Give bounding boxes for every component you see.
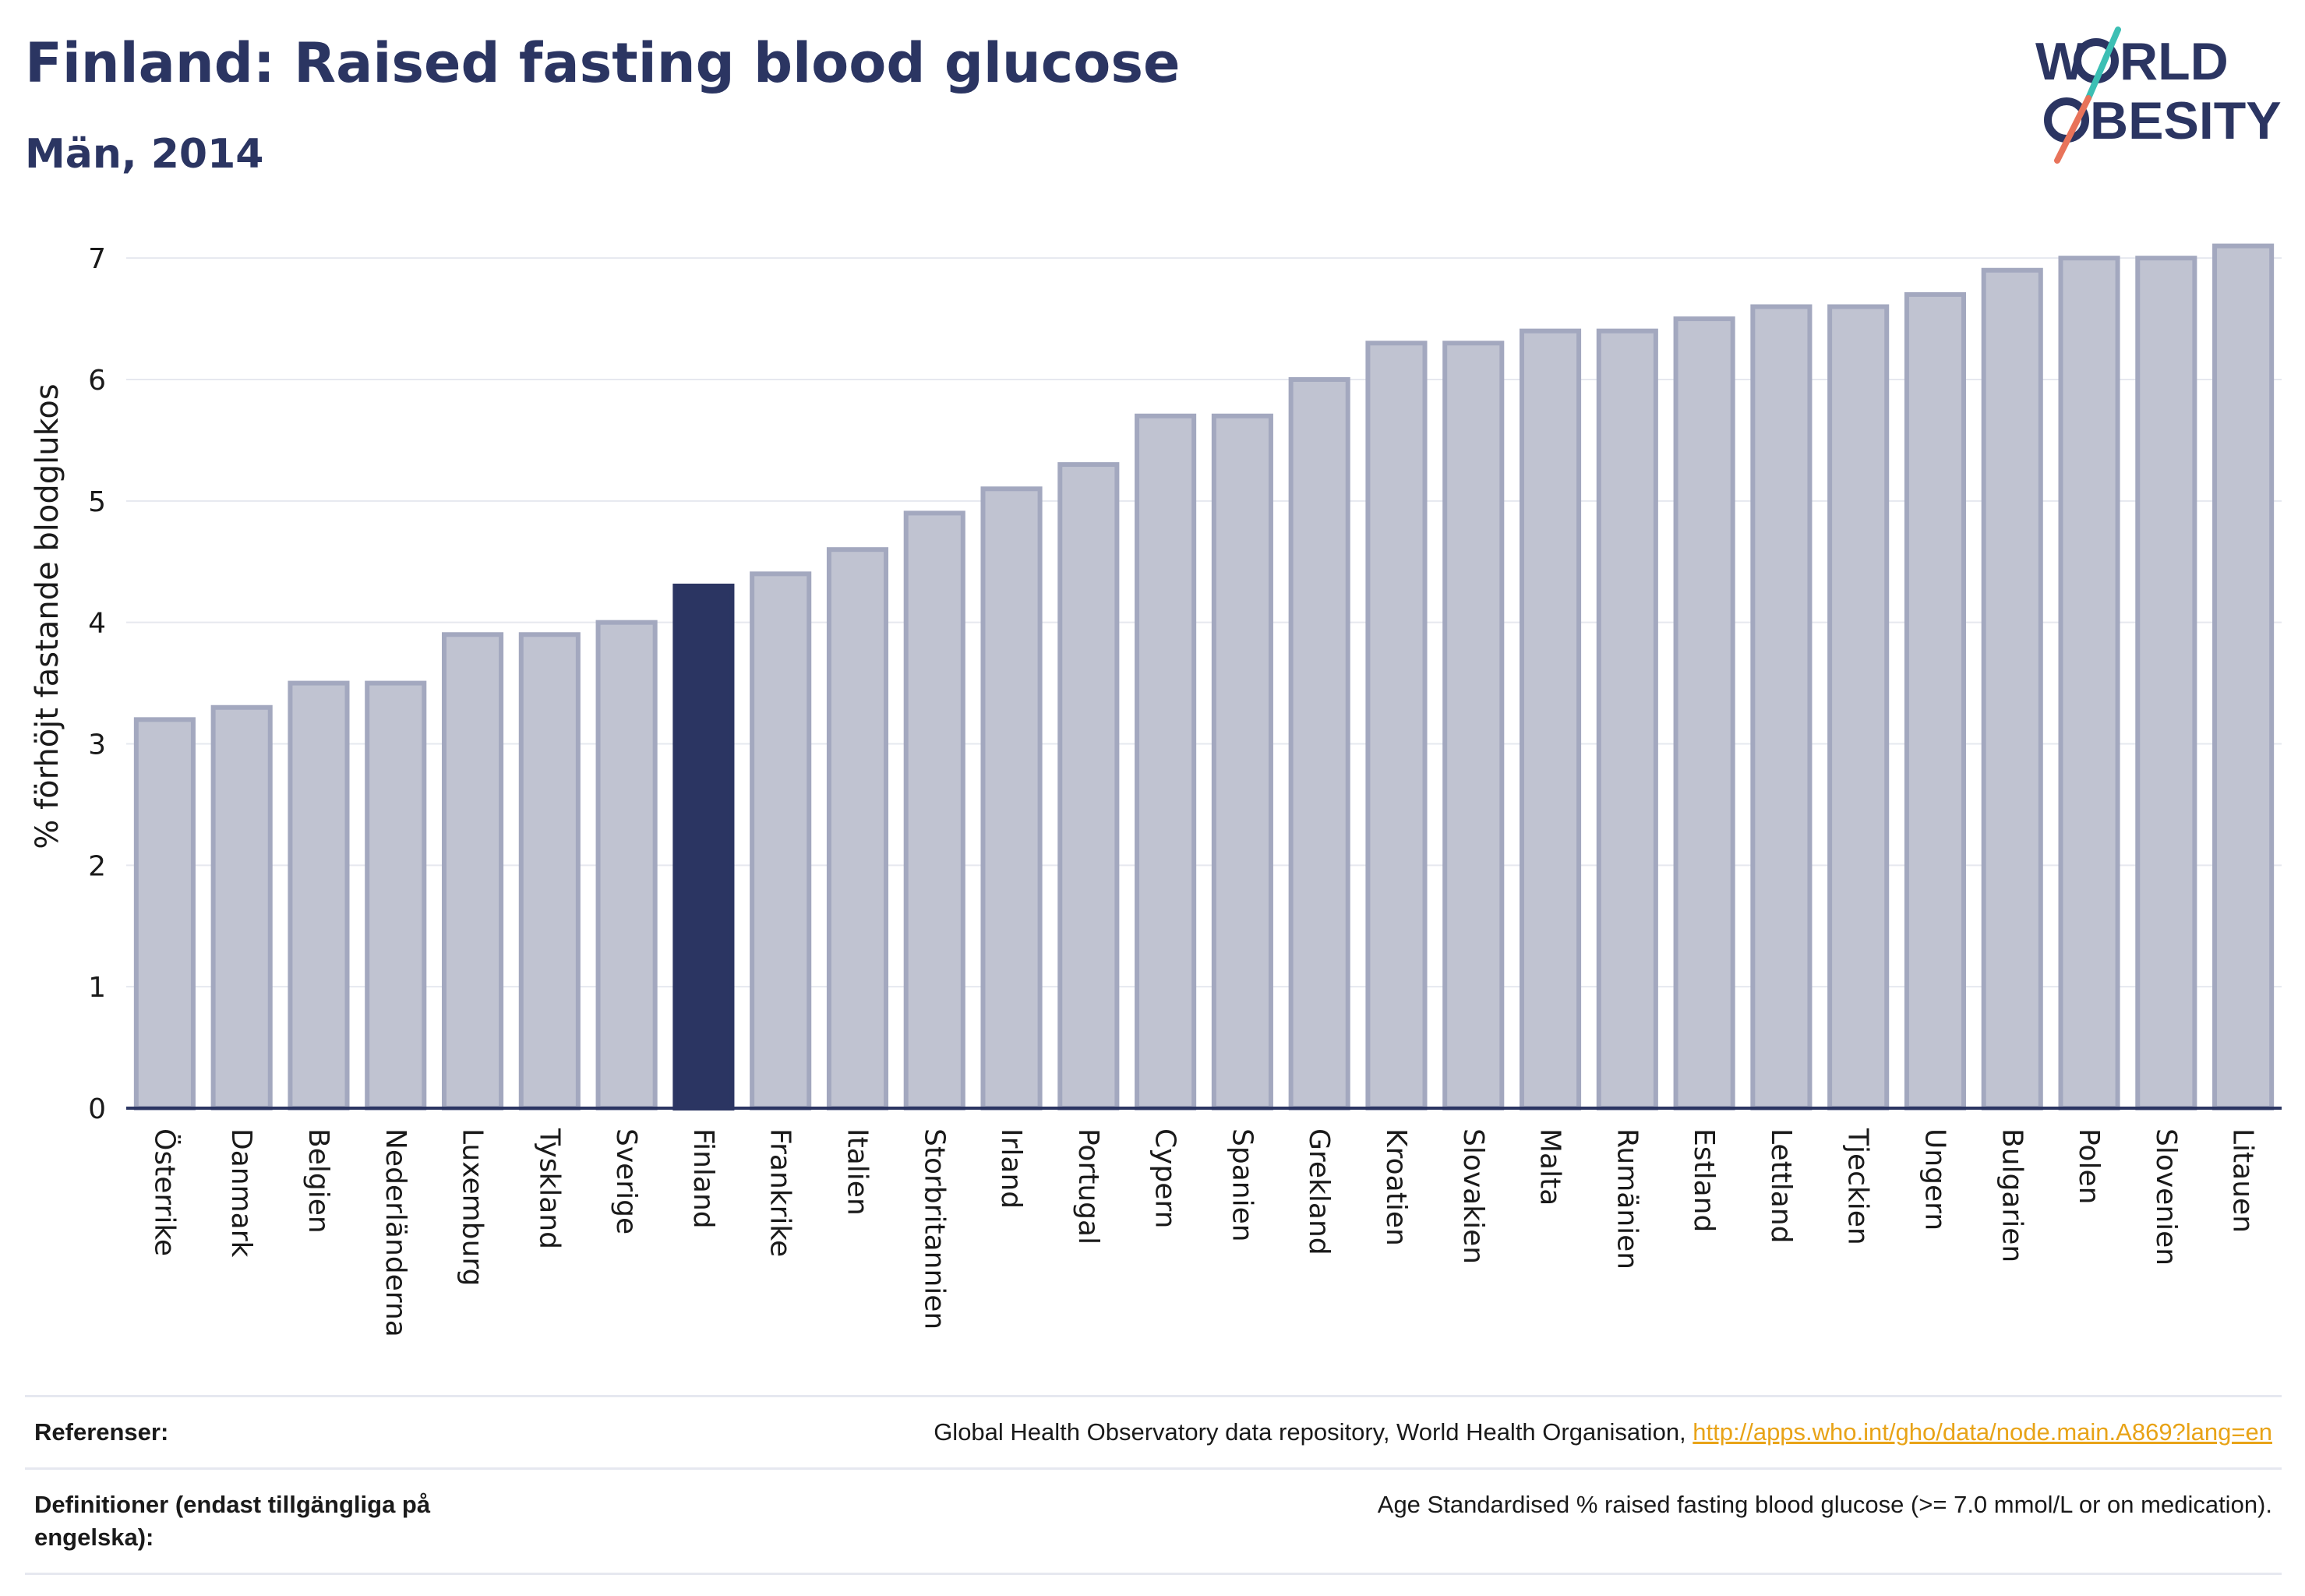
x-tick-label: Luxemburg: [457, 1128, 489, 1286]
bar: [2212, 243, 2275, 1110]
logo-text-besity: BESITY: [2090, 91, 2282, 150]
x-tick-label: Cypern: [1149, 1128, 1181, 1228]
y-tick-label: 1: [88, 972, 106, 1004]
bar: [441, 632, 504, 1110]
x-tick-label: Nederländerna: [379, 1128, 411, 1337]
x-tick-label: Sverige: [610, 1128, 642, 1234]
bar: [1827, 304, 1890, 1110]
y-axis-label: % förhöjt fastande blodglukos: [30, 383, 65, 849]
x-tick-label: Slovenien: [2150, 1128, 2182, 1266]
bar: [2135, 256, 2197, 1111]
bar: [980, 486, 1043, 1110]
references-text: Global Health Observatory data repositor…: [934, 1418, 1693, 1446]
references-row: Referenser: Global Health Observatory da…: [25, 1395, 2282, 1467]
x-tick-label: Danmark: [225, 1128, 257, 1258]
y-tick-label: 7: [88, 243, 106, 275]
x-tick-label: Kroatien: [1380, 1128, 1412, 1246]
x-tick-label: Estland: [1688, 1128, 1720, 1232]
x-tick-label: Spanien: [1226, 1128, 1258, 1242]
x-tick-label: Irland: [995, 1128, 1027, 1209]
bar: [1057, 462, 1120, 1110]
bar: [1519, 328, 1582, 1110]
y-tick-label: 2: [88, 850, 106, 882]
bar: [1673, 316, 1735, 1111]
y-tick-label: 0: [88, 1093, 106, 1125]
bar: [518, 632, 581, 1110]
y-tick-label: 5: [88, 486, 106, 518]
bar: [1442, 341, 1505, 1110]
bar: [826, 547, 889, 1110]
x-tick-label: Slovakien: [1457, 1128, 1489, 1264]
x-tick-label: Storbritannien: [918, 1128, 950, 1329]
bar: [750, 571, 812, 1110]
x-tick-label: Finland: [687, 1128, 719, 1229]
references-label: Referenser:: [34, 1418, 169, 1446]
world-obesity-logo: W RLD BESITY: [2035, 26, 2282, 164]
bar: [365, 680, 427, 1110]
x-tick-label: Österrike: [148, 1128, 181, 1256]
y-tick-label: 4: [88, 608, 106, 640]
x-tick-label: Grekland: [1303, 1128, 1335, 1255]
page-title: Finland: Raised fasting blood glucose: [25, 31, 1181, 95]
x-tick-label: Frankrike: [764, 1128, 796, 1257]
y-tick-label: 3: [88, 729, 106, 761]
page-subtitle: Män, 2014: [25, 131, 264, 178]
x-tick-label: Tjeckien: [1842, 1128, 1874, 1245]
x-tick-label: Belgien: [302, 1128, 334, 1234]
y-tick-label: 6: [88, 365, 106, 397]
references-link[interactable]: http://apps.who.int/gho/data/node.main.A…: [1693, 1418, 2272, 1446]
definitions-row: Definitioner (endast tillgängliga på eng…: [25, 1467, 2282, 1575]
references-table: Referenser: Global Health Observatory da…: [25, 1395, 2282, 1575]
definitions-value: Age Standardised % raised fasting blood …: [1377, 1490, 2272, 1518]
bar: [1904, 291, 1967, 1111]
x-tick-label: Portugal: [1072, 1128, 1104, 1245]
x-tick-label: Bulgarien: [1996, 1128, 2028, 1262]
bar: [595, 620, 658, 1110]
x-tick-label: Malta: [1534, 1128, 1566, 1206]
bar: [1365, 341, 1428, 1110]
logo-slash-teal: [2085, 26, 2121, 101]
bar: [903, 510, 965, 1110]
bar: [1750, 304, 1813, 1110]
x-tick-label: Litauen: [2227, 1128, 2259, 1233]
x-tick-label: Lettland: [1765, 1128, 1797, 1244]
definitions-label: Definitioner (endast tillgängliga på eng…: [34, 1490, 431, 1551]
references-value: Global Health Observatory data repositor…: [533, 1416, 2272, 1449]
bar: [210, 704, 273, 1110]
bar: [1981, 267, 2043, 1110]
x-tick-label: Ungern: [1918, 1128, 1950, 1231]
x-tick-label: Tyskland: [533, 1128, 565, 1249]
bar: [1288, 377, 1350, 1110]
x-tick-label: Italien: [841, 1128, 873, 1216]
bar: [2058, 256, 2120, 1111]
x-tick-label: Rumänien: [1611, 1128, 1643, 1269]
logo-text-rld: RLD: [2120, 32, 2229, 91]
bar-chart: 0 1 2 3 4 5 6 7 % förhöjt fastande blodglukos Öst…: [30, 243, 2282, 1337]
bar: [1211, 413, 1273, 1110]
logo-slash-coral: [2054, 95, 2091, 164]
bar: [1135, 413, 1197, 1110]
x-tick-label: Polen: [2073, 1128, 2105, 1204]
bar: [672, 583, 735, 1110]
bar: [1596, 328, 1658, 1110]
bar: [288, 680, 350, 1110]
bar: [133, 717, 196, 1110]
